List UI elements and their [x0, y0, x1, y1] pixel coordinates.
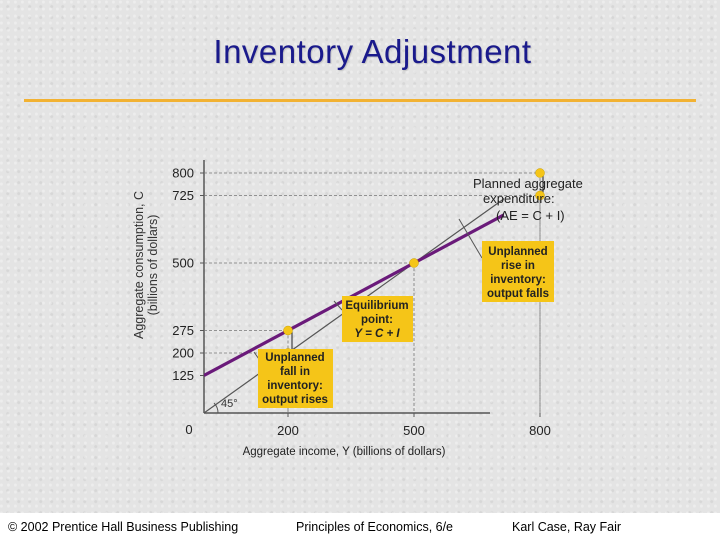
x-tick-label-200: 200 [277, 423, 299, 438]
svg-text:output falls: output falls [487, 288, 549, 300]
y-tick-label-200: 200 [172, 346, 194, 361]
data-point-2 [409, 258, 419, 268]
y-tick-label-500: 500 [172, 256, 194, 271]
svg-text:Y = C + I: Y = C + I [354, 328, 400, 340]
ae-line-label: Planned aggregate expenditure: (AE = C +… [473, 176, 583, 223]
callout-equilibrium: Equilibrium point: Y = C + I [342, 296, 413, 342]
angle-label: 45° [221, 398, 238, 410]
callout-unplanned-fall: Unplanned fall in inventory: output rise… [258, 349, 333, 408]
svg-text:rise in: rise in [501, 260, 535, 272]
data-point-0 [535, 168, 545, 178]
x-axis-label: Aggregate income, Y (billions of dollars… [243, 446, 446, 458]
svg-text:Unplanned: Unplanned [488, 246, 547, 258]
page-title: Inventory Adjustment [213, 33, 532, 70]
callout-unplanned-rise: Unplanned rise in inventory: output fall… [482, 241, 554, 302]
footer-book: Principles of Economics, 6/e [296, 520, 454, 534]
footer: © 2002 Prentice Hall Business Publishing… [0, 513, 720, 540]
data-point-1 [535, 190, 545, 201]
svg-text:Equilibrium: Equilibrium [345, 300, 408, 312]
footer-copyright: © 2002 Prentice Hall Business Publishing [8, 520, 239, 534]
y-tick-label-725: 725 [172, 188, 194, 203]
svg-text:(AE = C + I): (AE = C + I) [496, 208, 565, 223]
y-tick-label-125: 125 [172, 368, 194, 383]
svg-text:expenditure:: expenditure: [483, 191, 555, 206]
y-tick-label-275: 275 [172, 323, 194, 338]
svg-text:fall in: fall in [280, 366, 310, 378]
y-tick-label-800: 800 [172, 166, 194, 181]
callout-connector-rise [458, 218, 483, 259]
y-axis-label: Aggregate consumption, C [132, 191, 146, 339]
y-axis-sublabel: (billions of dollars) [146, 215, 160, 316]
x-tick-label-800: 800 [529, 423, 551, 438]
svg-text:point:: point: [361, 314, 393, 326]
title-rule [24, 99, 696, 102]
line-aggregate-expenditure [204, 212, 504, 377]
x-tick-label-500: 500 [403, 423, 425, 438]
footer-authors: Karl Case, Ray Fair [512, 520, 622, 534]
svg-text:Planned aggregate: Planned aggregate [473, 176, 583, 191]
svg-text:inventory:: inventory: [267, 380, 323, 392]
callout-connector-equilibrium [333, 300, 343, 311]
svg-text:inventory:: inventory: [490, 274, 546, 286]
svg-text:output rises: output rises [262, 394, 328, 406]
data-point-3 [283, 325, 293, 336]
angle-arc [213, 402, 219, 414]
svg-text:Unplanned: Unplanned [265, 352, 324, 364]
origin-label: 0 [185, 422, 192, 437]
